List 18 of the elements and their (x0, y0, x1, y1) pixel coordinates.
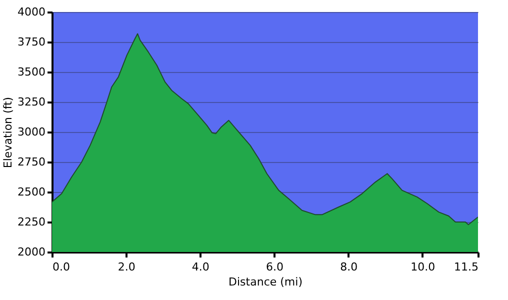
y-tick-label: 3250 (18, 96, 46, 108)
x-axis-title: Distance (mi) (228, 276, 302, 288)
y-tick-label: 3000 (18, 126, 46, 138)
y-tick-label: 2500 (18, 186, 46, 198)
y-tick-label: 3500 (18, 66, 46, 78)
x-tick-label: 0.0 (52, 260, 70, 274)
x-tick-label: 2.0 (118, 260, 136, 274)
x-tick-label: 4.0 (192, 260, 210, 274)
x-tick-label: 8.0 (340, 260, 358, 274)
x-tick-label: 10.0 (410, 260, 436, 274)
x-tick-label: 11.5 (454, 260, 478, 274)
y-tick-label: 3750 (18, 36, 46, 48)
y-axis-title: Elevation (ft) (2, 96, 15, 168)
y-tick-label: 4000 (18, 6, 46, 18)
y-tick-label: 2750 (18, 156, 46, 168)
y-tick-label: 2000 (18, 246, 46, 258)
x-tick-label: 6.0 (266, 260, 284, 274)
y-tick-label: 2250 (18, 216, 46, 228)
